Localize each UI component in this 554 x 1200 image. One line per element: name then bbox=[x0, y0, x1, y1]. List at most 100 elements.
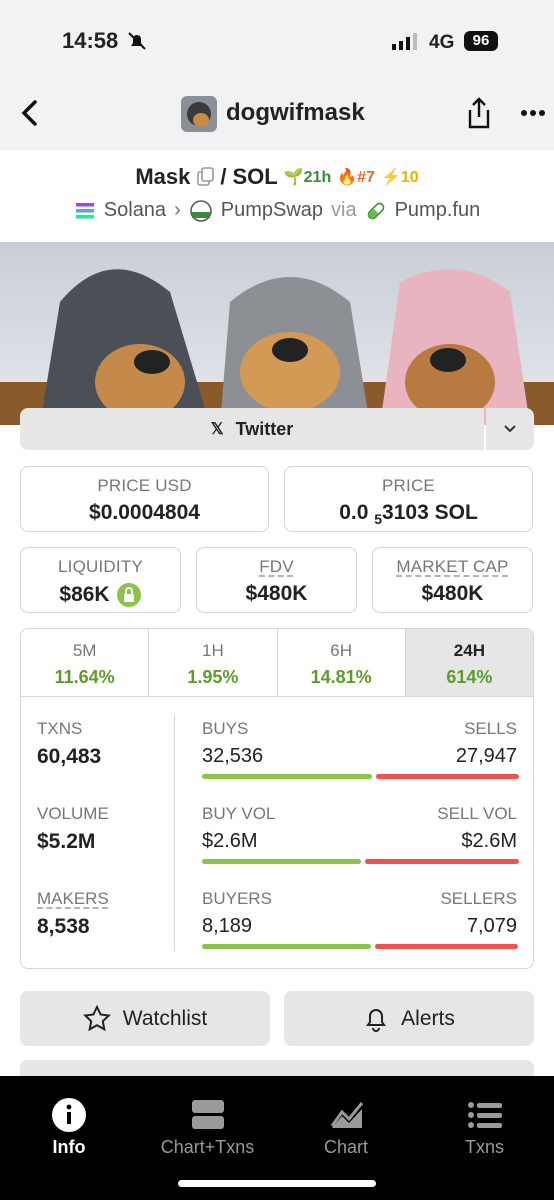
fdv-label: FDV bbox=[259, 557, 294, 576]
tab-label[interactable]: Info bbox=[52, 1137, 86, 1157]
split-right-label: SELLS bbox=[464, 719, 517, 738]
social-dropdown[interactable] bbox=[486, 408, 534, 450]
pair-quote: SOL bbox=[232, 164, 278, 189]
timeframe-label: 1H bbox=[202, 641, 224, 660]
solana-icon bbox=[75, 202, 94, 218]
info-icon bbox=[52, 1098, 86, 1132]
fdv-card: FDV $480K bbox=[196, 547, 357, 613]
tab-label[interactable]: Chart bbox=[323, 1137, 368, 1157]
split-left-value: 8,189 bbox=[202, 915, 253, 937]
home-indicator bbox=[178, 1180, 376, 1187]
timeframe-label: 5M bbox=[72, 641, 97, 660]
timeframe-tab[interactable]: 6H 14.81% bbox=[278, 629, 406, 696]
timeframe-change: 14.81% bbox=[310, 667, 372, 687]
pair-rank: 🔥#7 bbox=[337, 169, 375, 186]
stat-value: 60,483 bbox=[37, 745, 102, 768]
market-cap-label: MARKET CAP bbox=[396, 557, 509, 576]
via: via bbox=[331, 199, 357, 221]
tab-bar bbox=[0, 1076, 554, 1200]
timeframe-tab[interactable]: 24H 614% bbox=[405, 629, 533, 696]
split-left-value: 32,536 bbox=[202, 745, 264, 767]
split-right-value: 7,079 bbox=[466, 915, 517, 937]
split-right-value: $2.6M bbox=[461, 830, 517, 852]
price-usd-value: $0.0004804 bbox=[89, 501, 200, 524]
price-usd-card: PRICE USD $0.0004804 bbox=[20, 466, 269, 532]
liquidity-label: LIQUIDITY bbox=[58, 557, 143, 576]
route-row: Solana › PumpSwap via Pump.fun bbox=[0, 199, 554, 222]
price-label: PRICE bbox=[382, 476, 435, 495]
timeframe-row: 5M 11.64% 1H 1.95% 6H 14.81% 24H 614% bbox=[21, 629, 533, 697]
watchlist-button[interactable]: Watchlist bbox=[20, 991, 270, 1046]
stats-panel: 5M 11.64% 1H 1.95% 6H 14.81% 24H 614% TXNS 60,48… bbox=[20, 628, 534, 969]
chain: Solana bbox=[103, 199, 167, 221]
more-button[interactable] bbox=[520, 108, 548, 118]
buy-bar bbox=[202, 859, 361, 864]
pair-separator: / bbox=[220, 164, 227, 189]
age-text: 21h bbox=[303, 169, 332, 186]
alerts-label: Alerts bbox=[401, 1006, 455, 1030]
twitter-button[interactable]: 𝕏 Twitter bbox=[20, 408, 484, 450]
split-right-label: SELLERS bbox=[440, 889, 517, 908]
price-rest: 3103 SOL bbox=[382, 501, 478, 524]
liquidity-card: LIQUIDITY $86K bbox=[20, 547, 181, 613]
stat-label: MAKERS bbox=[37, 889, 109, 908]
price-usd-label: PRICE USD bbox=[97, 476, 192, 495]
timeframe-tab[interactable]: 1H 1.95% bbox=[149, 629, 278, 696]
market-cap-value: $480K bbox=[421, 582, 484, 605]
back-button[interactable] bbox=[18, 99, 42, 127]
stat-label: VOLUME bbox=[37, 804, 109, 823]
battery: 96 bbox=[464, 31, 498, 51]
pumpswap-icon bbox=[189, 199, 212, 222]
split-left-label: BUYERS bbox=[202, 889, 272, 908]
timeframe-label: 6H bbox=[330, 641, 352, 660]
alerts-button[interactable]: Alerts bbox=[284, 991, 534, 1046]
chart-icon bbox=[330, 1102, 364, 1128]
market-cap-card: MARKET CAP $480K bbox=[372, 547, 533, 613]
signal-icon bbox=[392, 33, 417, 50]
chevron: › bbox=[174, 199, 181, 221]
liquidity-value: $86K bbox=[59, 583, 110, 606]
price-card: PRICE 0.0 53103 SOL bbox=[284, 466, 533, 532]
stat-value: $5.2M bbox=[37, 830, 96, 853]
split-left-value: $2.6M bbox=[202, 830, 258, 852]
network: 4G bbox=[429, 32, 455, 53]
tab-label[interactable]: Chart+Txns bbox=[160, 1137, 255, 1157]
mute-icon bbox=[128, 32, 146, 50]
token-avatar bbox=[181, 96, 217, 132]
dex: PumpSwap bbox=[220, 199, 324, 221]
price-lead: 0.0 bbox=[339, 501, 369, 524]
pair-age: 🌱21h bbox=[283, 169, 332, 186]
lock-icon bbox=[116, 583, 141, 607]
timeframe-change: 614% bbox=[446, 667, 493, 687]
txns-icon bbox=[468, 1102, 502, 1128]
price-value: 0.0 53103 SOL bbox=[285, 501, 532, 527]
divider bbox=[174, 715, 175, 951]
split-left-label: BUYS bbox=[202, 719, 249, 738]
status-time: 14:58 bbox=[62, 28, 119, 53]
pair-row: Mask / SOL 🌱21h 🔥#7 ⚡10 bbox=[0, 164, 554, 190]
boosts-text: 10 bbox=[400, 169, 419, 186]
top-area bbox=[0, 0, 554, 150]
share-button[interactable] bbox=[465, 96, 493, 130]
copy-icon[interactable] bbox=[196, 167, 215, 187]
fdv-value: $480K bbox=[245, 582, 308, 605]
twitter-label: Twitter bbox=[235, 418, 294, 439]
chart-txns-icon bbox=[192, 1100, 224, 1129]
buy-bar bbox=[202, 774, 372, 779]
pumpfun-icon bbox=[367, 202, 384, 219]
pair-boosts: ⚡10 bbox=[380, 169, 419, 186]
pair-base: Mask bbox=[135, 164, 191, 189]
timeframe-tab[interactable]: 5M 11.64% bbox=[21, 629, 150, 696]
sell-bar bbox=[365, 859, 519, 864]
timeframe-change: 11.64% bbox=[54, 667, 115, 687]
launchpad: Pump.fun bbox=[394, 199, 481, 221]
split-right-label: SELL VOL bbox=[437, 804, 517, 823]
stat-label: TXNS bbox=[37, 719, 83, 738]
tab-label[interactable]: Txns bbox=[464, 1137, 504, 1157]
rank-text: #7 bbox=[357, 169, 375, 186]
price-zeros: 5 bbox=[374, 511, 383, 528]
stat-value: 8,538 bbox=[37, 915, 90, 938]
sell-bar bbox=[376, 774, 519, 779]
